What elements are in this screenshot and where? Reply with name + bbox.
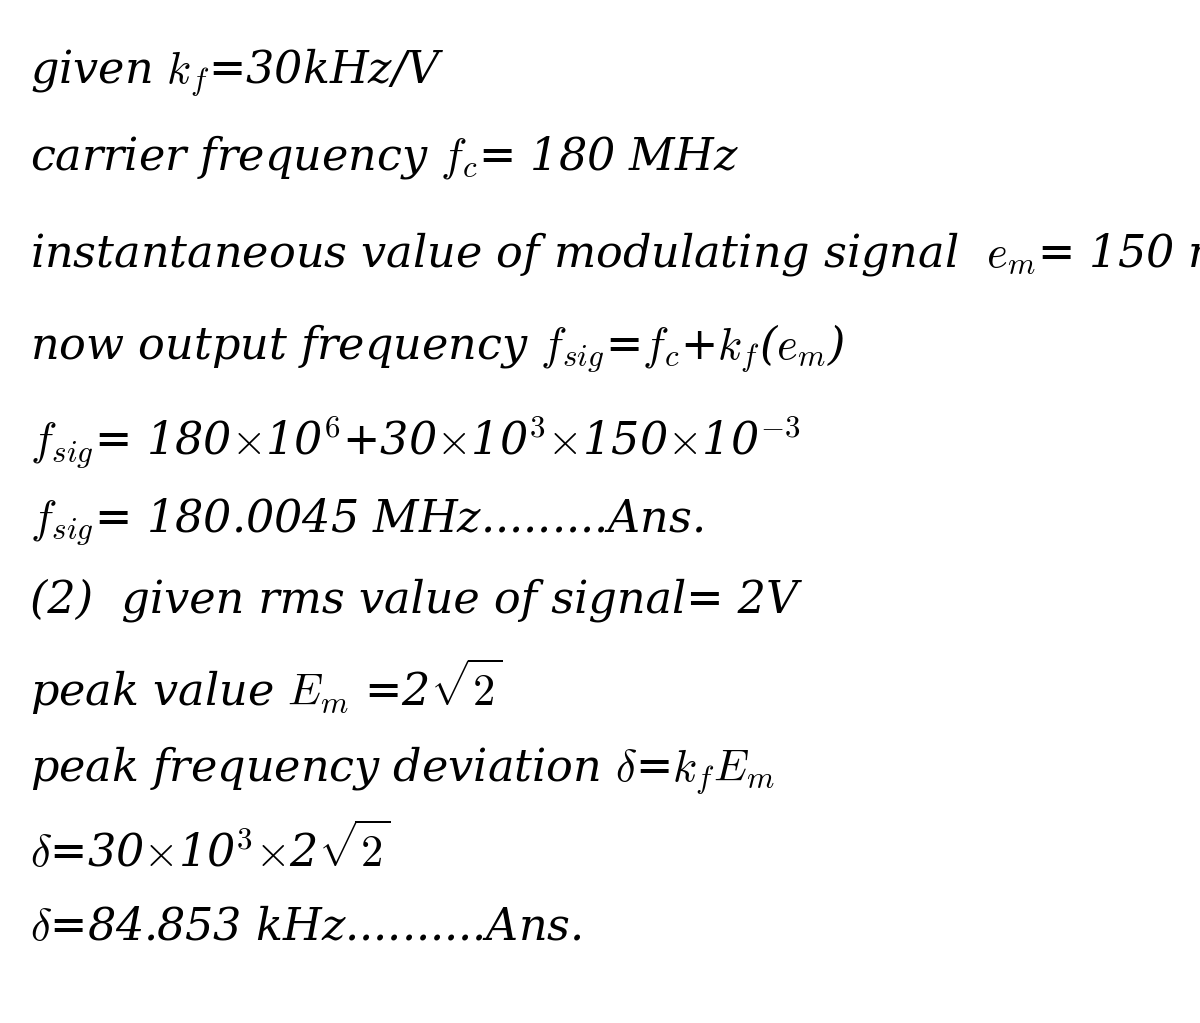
Text: $\delta$=84.853 kHz..........Ans.: $\delta$=84.853 kHz..........Ans.	[30, 905, 582, 948]
Text: instantaneous value of modulating signal  $e_m$= 150 mV: instantaneous value of modulating signal…	[30, 230, 1200, 278]
Text: carrier frequency $f_c$= 180 MHz: carrier frequency $f_c$= 180 MHz	[30, 133, 739, 181]
Text: given $k_f$=30kHz/V: given $k_f$=30kHz/V	[30, 46, 444, 97]
Text: $f_{sig}$= 180$\times$10$^6$+30$\times$10$^3$$\times$150$\times$10$^{-3}$: $f_{sig}$= 180$\times$10$^6$+30$\times$1…	[30, 414, 800, 470]
Text: peak value $E_m$ =2$\sqrt{2}$: peak value $E_m$ =2$\sqrt{2}$	[30, 657, 503, 717]
Text: $\delta$=30$\times$10$^3$$\times$2$\sqrt{2}$: $\delta$=30$\times$10$^3$$\times$2$\sqrt…	[30, 824, 390, 876]
Text: (2)  given rms value of signal= 2V: (2) given rms value of signal= 2V	[30, 578, 798, 622]
Text: $f_{sig}$= 180.0045 MHz.........Ans.: $f_{sig}$= 180.0045 MHz.........Ans.	[30, 496, 703, 546]
Text: now output frequency $f_{sig}$=$f_c$+$k_f$($e_m$): now output frequency $f_{sig}$=$f_c$+$k_…	[30, 322, 845, 373]
Text: peak frequency deviation $\delta$=$k_f$$E_m$: peak frequency deviation $\delta$=$k_f$$…	[30, 745, 775, 796]
